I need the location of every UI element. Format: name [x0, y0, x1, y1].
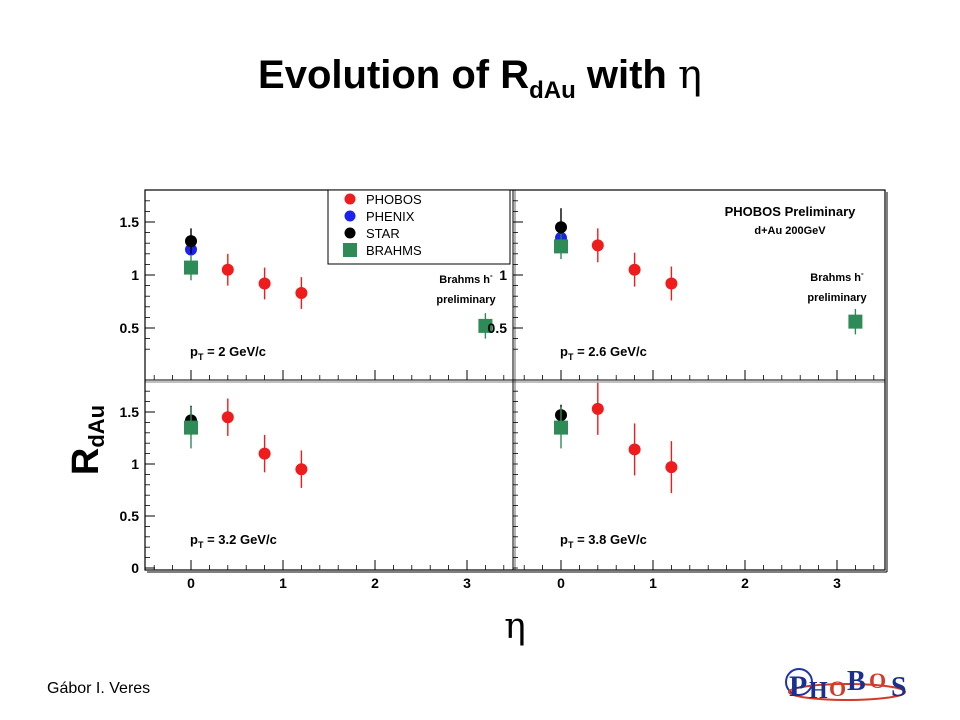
- x-tick-label: 1: [279, 575, 287, 591]
- preliminary-title: PHOBOS Preliminary: [725, 204, 857, 219]
- legend-box: [327, 189, 511, 265]
- phobos-point: [221, 411, 234, 424]
- brahms-point: [554, 420, 568, 435]
- x-tick-label: 0: [187, 575, 195, 591]
- x-tick-label: 1: [649, 575, 657, 591]
- title-tail: with: [575, 53, 678, 97]
- legend-label-phobos: PHOBOS: [366, 192, 422, 207]
- brahms-note-line1: Brahms h-: [439, 271, 493, 286]
- system-label: d+Au 200GeV: [754, 225, 826, 237]
- title-subscript: dAu: [529, 77, 576, 104]
- y-tick-label: 1: [131, 456, 139, 472]
- x-tick-label: 3: [833, 575, 841, 591]
- svg-text:H: H: [809, 678, 828, 704]
- star-point: [555, 221, 567, 234]
- phobos-point: [221, 263, 234, 276]
- brahms-note-line2: preliminary: [807, 292, 867, 304]
- phobos-point: [628, 443, 641, 456]
- legend-marker-brahms: [343, 243, 357, 257]
- title-main: Evolution of R: [258, 53, 530, 97]
- y-tick-label: 1.5: [120, 404, 140, 420]
- svg-text:O: O: [829, 676, 846, 701]
- y-tick-label: 1: [131, 267, 139, 283]
- phobos-point: [591, 402, 604, 415]
- legend-label-phenix: PHENIX: [366, 209, 415, 224]
- x-tick-label: 2: [371, 575, 379, 591]
- x-tick-label: 2: [741, 575, 749, 591]
- legend-label-brahms: BRAHMS: [366, 243, 422, 258]
- panel-4: 0 1 2 3 pT = 3.8 GeV/c: [513, 382, 875, 591]
- legend-label-star: STAR: [366, 226, 400, 241]
- slide-title: Evolution of RdAu with η: [0, 52, 960, 105]
- y-tick-label: 0.5: [120, 508, 140, 524]
- svg-text:O: O: [869, 668, 886, 693]
- panel-1: 0.5 1 1.5 pT = 2 GeV/c: [120, 200, 505, 380]
- phobos-point: [628, 263, 641, 276]
- y-tick-label: 1: [499, 267, 507, 283]
- phobos-point: [295, 463, 308, 476]
- brahms-point: [554, 239, 568, 254]
- legend-marker-phenix: [344, 210, 356, 222]
- phobos-point: [295, 287, 308, 300]
- legend-marker-star: [344, 227, 356, 239]
- title-eta: η: [677, 52, 702, 98]
- phobos-point: [591, 239, 604, 252]
- svg-text:P: P: [789, 670, 807, 703]
- y-axis-label: RdAu: [65, 405, 109, 475]
- phobos-point: [258, 277, 271, 290]
- phobos-logo: P H O B O S: [785, 666, 907, 704]
- pt-label: pT = 2.6 GeV/c: [560, 344, 647, 362]
- y-tick-label: 0: [131, 560, 139, 576]
- pt-label: pT = 3.2 GeV/c: [190, 532, 277, 550]
- brahms-note-line2: preliminary: [436, 294, 496, 306]
- x-tick-label: 0: [557, 575, 565, 591]
- brahms-point: [478, 318, 493, 333]
- y-tick-label: 0.5: [488, 320, 508, 336]
- phobos-point: [258, 447, 271, 460]
- svg-text:B: B: [847, 666, 866, 697]
- legend-marker-phobos: [344, 193, 356, 205]
- brahms-point: [848, 314, 863, 329]
- svg-text:S: S: [891, 672, 907, 703]
- x-axis-label: η: [504, 606, 526, 647]
- x-tick-label: 3: [463, 575, 471, 591]
- star-point: [185, 235, 197, 248]
- y-tick-label: 0.5: [120, 320, 140, 336]
- pt-label: pT = 2 GeV/c: [190, 344, 266, 362]
- brahms-note-line1: Brahms h-: [810, 269, 864, 284]
- legend: PHOBOS PHENIX STAR BRAHMS: [327, 189, 511, 265]
- y-tick-label: 1.5: [120, 214, 140, 230]
- panel-3: 0 0.5 1 1.5 0 1 2 3 pT = 3.2 GeV/c: [120, 390, 505, 591]
- phobos-point: [665, 277, 678, 290]
- pt-label: pT = 3.8 GeV/c: [560, 532, 647, 550]
- panel-2: 0.511.5pT = 2.6 GeV/c: [488, 200, 875, 380]
- brahms-point: [184, 260, 198, 275]
- brahms-point: [184, 420, 198, 435]
- author-name: Gábor I. Veres: [47, 680, 151, 697]
- phobos-point: [665, 461, 678, 474]
